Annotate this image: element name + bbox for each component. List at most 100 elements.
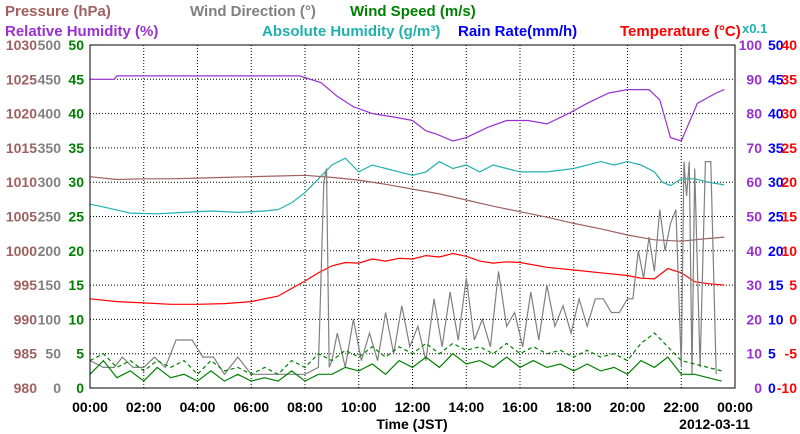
series-absolute-humidity [89, 157, 725, 215]
temperature-tick-label: -10 [777, 380, 797, 396]
x-tick-label: 14:00 [448, 399, 484, 415]
date-label: 2012-03-11 [679, 416, 750, 432]
x-tick-label: 18:00 [556, 399, 592, 415]
pressure-tick-label: 1015 [6, 140, 37, 156]
relative-humidity-tick-label: 60 [746, 174, 762, 190]
rain-rate-tick-label: 25 [768, 209, 784, 225]
wind-speed-tick-label: 50 [68, 37, 84, 53]
legend-item: Wind Speed (m/s) [350, 3, 476, 20]
wind-direction-tick-label: 400 [38, 106, 62, 122]
temperature-tick-label: 10 [781, 243, 797, 259]
plot-frame [89, 44, 736, 389]
rain-rate-tick-label: 10 [768, 311, 784, 327]
legend-item: Pressure (hPa) [5, 3, 111, 20]
wind-speed-tick-label: 40 [68, 106, 84, 122]
legend-item: Temperature (°C) [620, 23, 741, 40]
wind-direction-tick-label: 150 [38, 277, 62, 293]
wind-speed-tick-label: 15 [68, 277, 84, 293]
x-tick-label: 22:00 [663, 399, 699, 415]
series-wind-speed-gust [89, 332, 722, 376]
wind-direction-tick-label: 50 [45, 346, 61, 362]
temperature-tick-label: 25 [781, 140, 797, 156]
series-group [89, 75, 725, 382]
scale-note: x0.1 [742, 21, 767, 36]
pressure-tick-label: 1005 [6, 209, 37, 225]
temperature-tick-label: 40 [781, 37, 797, 53]
rain-rate-tick-label: 50 [768, 37, 784, 53]
series-temperature [89, 252, 725, 305]
wind-direction-tick-label: 300 [38, 174, 62, 190]
x-tick-label: 12:00 [395, 399, 431, 415]
legend: Pressure (hPa) Wind Direction (°) Wind Spe… [5, 3, 741, 40]
wind-direction-tick-label: 200 [38, 243, 62, 259]
x-tick-label: 16:00 [502, 399, 538, 415]
x-tick-label: 04:00 [180, 399, 216, 415]
relative-humidity-tick-label: 40 [746, 243, 762, 259]
wind-direction-tick-label: 450 [38, 71, 62, 87]
legend-item: Wind Direction (°) [190, 3, 316, 20]
wind-direction-tick-label: 100 [38, 311, 62, 327]
wind-speed-tick-label: 5 [76, 346, 84, 362]
wind-speed-tick-label: 45 [68, 71, 84, 87]
x-tick-label: 06:00 [233, 399, 269, 415]
relative-humidity-tick-label: 50 [746, 209, 762, 225]
x-tick-label: 20:00 [610, 399, 646, 415]
pressure-tick-label: 1000 [6, 243, 37, 259]
rain-rate-tick-label: 0 [768, 380, 776, 396]
rain-rate-tick-label: 30 [768, 174, 784, 190]
relative-humidity-tick-label: 0 [754, 380, 762, 396]
wind-speed-tick-label: 20 [68, 243, 84, 259]
x-axis: 00:00 02:00 04:00 06:00 08:00 10:00 12:00 14:00… [72, 399, 753, 415]
pressure-tick-label: 1020 [6, 106, 37, 122]
temperature-tick-label: -5 [785, 346, 798, 362]
relative-humidity-tick-label: 100 [739, 37, 763, 53]
series-wind-speed [89, 352, 722, 382]
relative-humidity-tick-label: 30 [746, 277, 762, 293]
legend-item: Relative Humidity (%) [5, 23, 158, 40]
wind-direction-tick-label: 350 [38, 140, 62, 156]
series-wind-direction [89, 161, 717, 376]
relative-humidity-tick-label: 90 [746, 71, 762, 87]
rain-rate-tick-label: 35 [768, 140, 784, 156]
pressure-tick-label: 1010 [6, 174, 37, 190]
wind-speed-tick-label: 25 [68, 209, 84, 225]
wind-direction-tick-label: 500 [38, 37, 62, 53]
wind-speed-tick-label: 0 [76, 380, 84, 396]
temperature-tick-label: 30 [781, 106, 797, 122]
x-tick-label: 02:00 [126, 399, 162, 415]
rain-rate-tick-label: 20 [768, 243, 784, 259]
x-axis-label: Time (JST) [376, 416, 447, 432]
legend-item: Absolute Humidity (g/m³) [262, 23, 440, 40]
x-tick-label: 08:00 [287, 399, 323, 415]
temperature-tick-label: 15 [781, 209, 797, 225]
wind-speed-tick-label: 30 [68, 174, 84, 190]
temperature-tick-label: 0 [789, 311, 797, 327]
temperature-tick-label: 35 [781, 71, 797, 87]
pressure-tick-label: 995 [14, 277, 38, 293]
wind-speed-tick-label: 10 [68, 311, 84, 327]
wind-direction-tick-label: 250 [38, 209, 62, 225]
left-axes: 9809859909951000100510101015102010251030… [6, 37, 84, 396]
relative-humidity-tick-label: 10 [746, 346, 762, 362]
temperature-tick-label: 20 [781, 174, 797, 190]
relative-humidity-tick-label: 20 [746, 311, 762, 327]
rain-rate-tick-label: 15 [768, 277, 784, 293]
temperature-tick-label: 5 [789, 277, 797, 293]
relative-humidity-tick-label: 70 [746, 140, 762, 156]
right-axes: 0102030405060708090100051015202530354045… [739, 37, 798, 396]
x-tick-label: 00:00 [72, 399, 108, 415]
grid [90, 45, 735, 388]
rain-rate-tick-label: 45 [768, 71, 784, 87]
rain-rate-tick-label: 40 [768, 106, 784, 122]
pressure-tick-label: 1030 [6, 37, 37, 53]
wind-direction-tick-label: 0 [53, 380, 61, 396]
x-tick-label: 10:00 [341, 399, 377, 415]
rain-rate-tick-label: 5 [768, 346, 776, 362]
relative-humidity-tick-label: 80 [746, 106, 762, 122]
wind-speed-tick-label: 35 [68, 140, 84, 156]
x-tick-label: 00:00 [717, 399, 753, 415]
pressure-tick-label: 990 [14, 311, 38, 327]
legend-item: Rain Rate(mm/h) [458, 23, 577, 40]
pressure-tick-label: 985 [14, 346, 38, 362]
